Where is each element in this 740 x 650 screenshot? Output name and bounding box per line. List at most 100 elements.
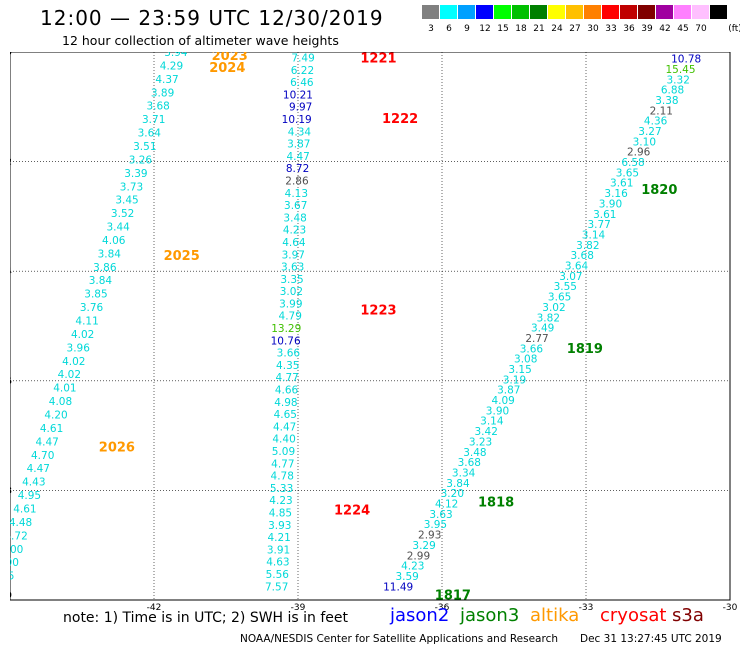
wave-height-value: 3.26	[129, 154, 153, 166]
scale-label: 15	[497, 24, 509, 34]
wave-height-value: 4.29	[160, 60, 183, 72]
wave-height-value: 3.15	[508, 364, 531, 376]
legend-jason2: jason2	[390, 605, 450, 626]
wave-height-value: 5.09	[272, 446, 295, 458]
wave-height-value: 3.61	[610, 178, 633, 190]
wave-height-value: 4.47	[273, 421, 296, 433]
scale-swatch	[656, 5, 673, 19]
wave-height-value: 3.32	[667, 74, 690, 86]
wave-height-value: 3.14	[480, 416, 504, 428]
wave-height-value: 4.35	[276, 360, 299, 372]
wave-height-value: 4.36	[644, 116, 668, 128]
wave-height-value: 3.87	[287, 139, 310, 151]
scale-swatch	[458, 5, 475, 19]
wave-height-value: 3.27	[638, 126, 661, 138]
wave-height-value: 3.64	[565, 261, 589, 273]
wave-height-value: 3.34	[452, 467, 476, 479]
wave-height-value: 15.45	[665, 64, 695, 76]
wave-height-value: 3.64	[138, 128, 162, 140]
wave-height-value: 4.61	[40, 423, 63, 435]
lat-tick-label: -36	[10, 377, 12, 387]
wave-height-value: 8.72	[286, 163, 309, 175]
wave-height-value: 4.47	[286, 151, 309, 163]
wave-height-value: 10.21	[283, 89, 313, 101]
wave-height-value: 3.68	[458, 457, 481, 469]
footer-note: note: 1) Time is in UTC; 2) SWH is in fe…	[63, 610, 349, 626]
wave-height-value: 3.68	[571, 250, 594, 262]
wave-height-value: 3.67	[284, 200, 307, 212]
wave-height-value: 3.84	[89, 275, 113, 287]
scale-label: 70	[695, 24, 707, 34]
wave-height-value: 3.63	[429, 509, 452, 521]
wave-height-value: 4.20	[44, 410, 67, 422]
lon-tick-label: -33	[579, 603, 594, 613]
wave-height-value: 4.61	[13, 503, 36, 515]
timestamp: Dec 31 13:27:45 UTC 2019	[580, 633, 722, 645]
wave-height-value: 3.84	[446, 478, 470, 490]
wave-height-value: 3.66	[277, 348, 301, 360]
wave-height-value: 4.06	[102, 235, 126, 247]
wave-height-value: 3.97	[282, 249, 305, 261]
wave-height-value: 3.39	[124, 168, 147, 180]
wave-height-value: 3.45	[115, 195, 138, 207]
wave-height-value: 3.02	[542, 302, 565, 314]
pass-time-label: 1222	[382, 112, 418, 127]
wave-height-value: 3.86	[93, 262, 117, 274]
wave-height-value: 3.07	[559, 271, 582, 283]
wave-height-value: 3.55	[554, 281, 577, 293]
wave-height-value: 4.47	[27, 463, 50, 475]
wave-height-value: 4.65	[274, 409, 297, 421]
wave-height-value: 3.29	[412, 540, 435, 552]
wave-height-value: 4.64	[282, 237, 306, 249]
scale-label: 6	[446, 24, 452, 34]
wave-height-value: 4.21	[267, 532, 290, 544]
wave-height-value: 6.58	[621, 157, 644, 169]
scale-swatch	[584, 5, 601, 19]
scale-label: 45	[677, 24, 689, 34]
pass-time-label: 1817	[435, 589, 471, 604]
wave-height-value: 3.61	[593, 209, 616, 221]
lon-tick-label: -30	[723, 603, 738, 613]
wave-height-value: 2.77	[525, 333, 548, 345]
page-title: 12:00 — 23:59 UTC 12/30/2019	[40, 6, 384, 30]
wave-height-value: 4.72	[10, 530, 28, 542]
wave-height-value: 9.97	[289, 102, 312, 114]
credit-text: NOAA/NESDIS Center for Satellite Applica…	[240, 633, 558, 645]
wave-height-value: 3.35	[280, 274, 303, 286]
wave-height-value: 3.63	[281, 262, 304, 274]
wave-height-value: 3.76	[80, 302, 104, 314]
wave-height-value: 3.48	[283, 212, 306, 224]
wave-height-value: 3.99	[279, 298, 302, 310]
wave-height-map: -45-42-39-36-33-30-30-32-34-36-38-40 3.9…	[10, 52, 738, 613]
page-subtitle: 12 hour collection of altimeter wave hei…	[62, 33, 339, 48]
lat-tick-label: -34	[10, 267, 12, 277]
lon-tick-label: -36	[435, 603, 450, 613]
wave-height-value: 3.19	[503, 374, 526, 386]
map-frame	[10, 52, 731, 601]
pass-time-label: 1221	[360, 52, 396, 66]
axis-ticks: -45-42-39-36-33-30-30-32-34-36-38-40	[10, 52, 738, 613]
scale-swatch	[548, 5, 565, 19]
wave-height-value: 4.48	[10, 517, 32, 529]
wave-height-value: 6.46	[290, 77, 314, 89]
scale-label: 12	[479, 24, 491, 34]
wave-height-value: 4.78	[271, 471, 294, 483]
wave-height-value: 4.47	[35, 436, 58, 448]
wave-height-value: 5.00	[10, 544, 23, 556]
pass-time-label: 2023	[212, 52, 248, 64]
wave-height-value: 3.42	[475, 426, 498, 438]
wave-height-value: 7.49	[291, 52, 314, 64]
scale-label: 27	[569, 24, 581, 34]
lat-tick-label: -40	[10, 591, 12, 601]
scale-label: 24	[551, 24, 563, 34]
scale-swatch	[638, 5, 655, 19]
wave-height-value: 3.66	[520, 343, 544, 355]
track-middle: 7.496.226.4610.219.9710.194.343.874.478.…	[265, 52, 418, 593]
scale-swatch	[494, 5, 511, 19]
scale-swatch	[674, 5, 691, 19]
wave-height-value: 3.14	[582, 229, 606, 241]
wave-height-value: 3.51	[133, 141, 156, 153]
wave-height-value: 2.93	[418, 530, 441, 542]
wave-height-value: 4.23	[283, 225, 306, 237]
wave-height-value: 5.33	[270, 483, 293, 495]
